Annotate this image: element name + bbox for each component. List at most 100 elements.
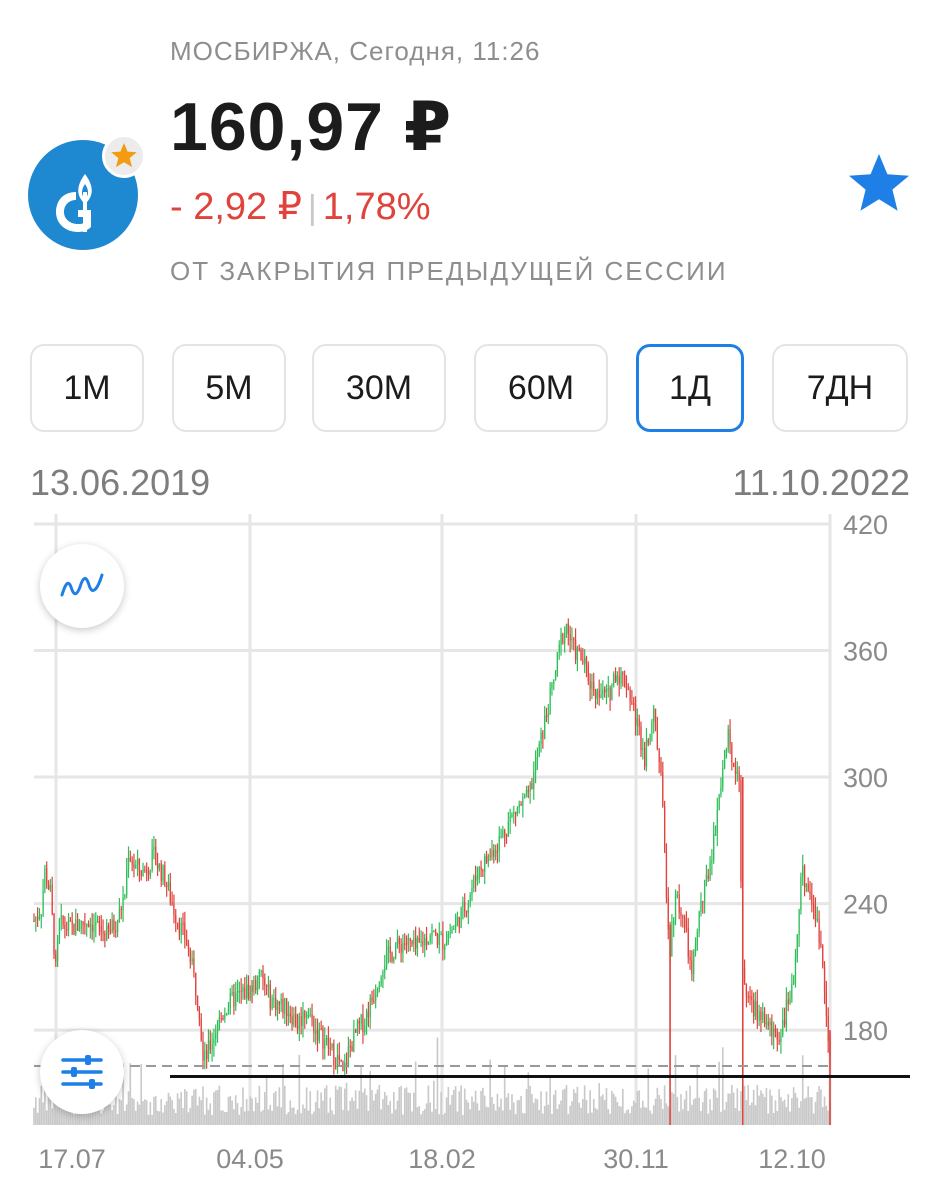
volume-bar xyxy=(587,1113,590,1125)
volume-bar xyxy=(184,1088,186,1125)
candle-body xyxy=(231,991,233,994)
candle-body xyxy=(135,864,137,868)
volume-bar xyxy=(162,1112,164,1125)
candle-body xyxy=(153,846,155,850)
volume-bar xyxy=(771,1095,773,1125)
tab-1m[interactable]: 1M xyxy=(30,344,144,432)
volume-bar xyxy=(178,1098,181,1125)
candle-body xyxy=(193,958,195,973)
tab-5m[interactable]: 5M xyxy=(172,344,286,432)
candle-body xyxy=(96,920,99,923)
chart-type-button[interactable] xyxy=(40,544,124,628)
candle-body xyxy=(536,757,539,762)
candle-body xyxy=(296,1025,299,1029)
candle-body xyxy=(480,867,482,871)
candle-body xyxy=(38,916,41,919)
candle-body xyxy=(694,945,697,953)
candle-body xyxy=(522,797,524,806)
volume-bar xyxy=(545,1091,548,1125)
candle-body xyxy=(620,672,622,685)
x-axis-labels: 17.07 04.05 18.02 30.11 12.10 xyxy=(38,1144,826,1174)
volume-bar xyxy=(671,1092,673,1125)
volume-bar xyxy=(652,1105,655,1125)
y-axis-labels: 420 360 300 240 180 xyxy=(843,510,888,1046)
favorite-star-icon[interactable] xyxy=(844,150,914,220)
volume-bar xyxy=(709,1099,711,1125)
volume-bar xyxy=(282,1064,284,1125)
candle-body xyxy=(49,884,51,890)
candle-body xyxy=(67,920,70,931)
candle-body xyxy=(544,715,546,739)
chart-settings-button[interactable] xyxy=(40,1030,124,1114)
price-chart[interactable]: 420 360 300 240 180 17.07 04.05 18.02 30.11 12.1… xyxy=(0,500,934,1200)
tab-30m[interactable]: 30M xyxy=(312,344,446,432)
candle-body xyxy=(473,876,475,888)
candle-body xyxy=(734,766,737,775)
volume-bar xyxy=(394,1109,397,1125)
volume-bar xyxy=(254,1097,257,1125)
tab-60m[interactable]: 60M xyxy=(474,344,608,432)
candle-body xyxy=(315,1030,317,1034)
candle-body xyxy=(502,830,504,837)
tab-label: 30M xyxy=(345,368,413,407)
volume-bar xyxy=(714,1090,717,1125)
volume-bar xyxy=(327,1112,330,1125)
tab-1d[interactable]: 1Д xyxy=(636,344,744,432)
volume-bar xyxy=(692,1099,695,1125)
candle-body xyxy=(578,647,580,651)
volume-bar xyxy=(672,1093,675,1125)
volume-bar xyxy=(185,1091,188,1125)
candle-body xyxy=(658,748,660,763)
volume-bar xyxy=(718,1061,720,1125)
candle-body xyxy=(636,718,638,726)
candle-body xyxy=(33,920,35,922)
volume-bar xyxy=(176,1093,179,1125)
candle-body xyxy=(487,855,489,863)
candle-body xyxy=(187,943,190,949)
volume-bar xyxy=(105,1103,108,1125)
candle-body xyxy=(674,896,677,921)
candle-body xyxy=(756,1001,758,1021)
candle-body xyxy=(545,715,548,718)
candle-body xyxy=(356,1020,359,1033)
candle-body xyxy=(556,652,559,673)
volume-bar xyxy=(787,1094,790,1125)
tab-7d[interactable]: 7ДН xyxy=(772,344,908,432)
candle-body xyxy=(75,919,77,935)
volume-bar xyxy=(723,1109,726,1125)
change-absolute: - 2,92 ₽ xyxy=(170,186,302,228)
candle-body xyxy=(262,970,264,979)
candle-body xyxy=(218,1017,221,1031)
candle-body xyxy=(722,767,724,788)
volume-bar xyxy=(322,1100,324,1125)
volume-bar xyxy=(596,1109,599,1125)
volume-bar xyxy=(731,1085,733,1125)
candle-body xyxy=(204,1050,206,1061)
volume-bar xyxy=(827,1110,830,1125)
candle-body xyxy=(360,1015,362,1024)
candle-body xyxy=(711,860,713,863)
volume-bar xyxy=(227,1096,230,1125)
volume-bar xyxy=(251,1098,253,1125)
candle-body xyxy=(60,915,62,920)
volume-bar xyxy=(51,1108,53,1125)
volume-bar xyxy=(747,1085,750,1125)
candle-body xyxy=(282,998,284,1014)
candle-body xyxy=(309,1014,311,1016)
candle-body xyxy=(613,674,615,685)
candle-body xyxy=(387,946,390,952)
candle-body xyxy=(202,1040,204,1061)
candle-body xyxy=(147,873,150,876)
volume-bar xyxy=(743,1085,746,1125)
x-tick-label: 04.05 xyxy=(216,1144,284,1174)
candle-body xyxy=(275,998,277,1010)
volume-bar xyxy=(681,1109,684,1125)
chart-grid xyxy=(34,514,832,1125)
volume-bar xyxy=(629,1113,631,1125)
volume-bar xyxy=(356,1108,359,1125)
volume-bar xyxy=(422,1110,424,1125)
candle-body xyxy=(120,908,122,911)
candle-body xyxy=(51,884,53,914)
volume-bar xyxy=(754,1105,757,1125)
volume-bar xyxy=(458,1091,461,1125)
